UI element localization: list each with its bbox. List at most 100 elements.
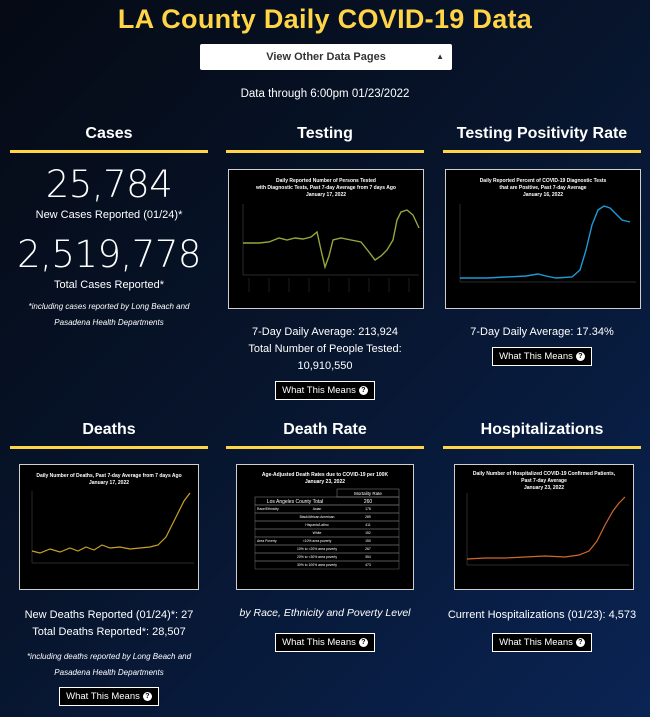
svg-text:354: 354 <box>365 555 371 559</box>
svg-text:Hispanic/Latino: Hispanic/Latino <box>305 523 328 527</box>
death-rate-title-1: Age-Adjusted Death Rates due to COVID-19… <box>262 472 389 478</box>
death-rate-divider <box>226 446 424 449</box>
table-row: 10% to <20% area poverty 267 <box>254 544 400 554</box>
data-pages-dropdown[interactable]: View Other Data Pages ▲ <box>200 44 452 70</box>
positivity-chart[interactable]: Daily Reported Percent of COVID-19 Diagn… <box>445 169 641 309</box>
deaths-divider <box>10 446 208 449</box>
testing-stats: 7-Day Daily Average: 213,924 Total Numbe… <box>226 324 424 400</box>
hosp-chart-title-3: January 23, 2022 <box>524 485 564 491</box>
question-icon: ? <box>575 351 585 361</box>
hosp-chart-title-2: Past 7-day Average <box>521 478 567 484</box>
button-label: What This Means <box>282 385 356 396</box>
total-cases-value: 2,519,778 <box>17 233 201 276</box>
button-label: What This Means <box>282 637 356 648</box>
death-rate-section: Death Rate <box>226 421 424 449</box>
hospitalizations-stats: Current Hospitalizations (01/23): 4,573 … <box>443 607 641 652</box>
cases-section: Cases 25,784 New Cases Reported (01/24)*… <box>10 125 208 331</box>
data-as-of: Data through 6:00pm 01/23/2022 <box>240 88 410 100</box>
total-deaths: Total Deaths Reported*: 28,507 <box>32 626 186 638</box>
svg-text:White: White <box>313 531 322 535</box>
question-icon: ? <box>358 637 368 647</box>
cases-heading: Cases <box>85 125 133 142</box>
updown-arrow-icon: ▲ <box>436 52 444 61</box>
table-row: Area Poverty <10% area poverty 150 <box>254 536 400 546</box>
question-icon: ? <box>358 385 368 395</box>
hospitalizations-chart[interactable]: Daily Number of Hospitalized COVID-19 Co… <box>454 464 634 590</box>
positivity-section: Testing Positivity Rate <box>443 125 641 153</box>
new-cases-value: 25,784 <box>45 163 173 206</box>
deaths-what-this-means-button[interactable]: What This Means? <box>59 687 159 706</box>
svg-text:152: 152 <box>365 531 371 535</box>
table-row: Race/Ethnicity Asian 178 <box>254 504 400 514</box>
svg-text:20% to <30% area poverty: 20% to <30% area poverty <box>297 555 337 559</box>
death-rate-title-2: January 23, 2022 <box>305 479 345 485</box>
testing-chart-title-3: January 17, 2022 <box>306 192 346 198</box>
testing-what-this-means-button[interactable]: What This Means? <box>275 381 375 400</box>
hosp-chart-title-1: Daily Number of Hospitalized COVID-19 Co… <box>473 471 616 477</box>
cases-divider <box>10 150 208 153</box>
svg-text:<10% area poverty: <10% area poverty <box>303 539 332 543</box>
deaths-chart-title-1: Daily Number of Deaths, Past 7-day Avera… <box>36 473 181 479</box>
testing-average: 7-Day Daily Average: 213,924 <box>252 326 398 338</box>
table-row: 30% to 100% area poverty 473 <box>254 560 400 570</box>
hospitalizations-section: Hospitalizations <box>443 421 641 449</box>
death-rate-what-this-means-button[interactable]: What This Means? <box>275 633 375 652</box>
svg-text:411: 411 <box>365 523 371 527</box>
question-icon: ? <box>575 637 585 647</box>
table-row: Hispanic/Latino 411 <box>254 520 400 530</box>
page-title: LA County Daily COVID-19 Data <box>117 4 533 34</box>
deaths-chart[interactable]: Daily Number of Deaths, Past 7-day Avera… <box>19 464 199 590</box>
death-rate-heading: Death Rate <box>283 421 367 438</box>
county-total-value: 260 <box>364 499 373 505</box>
table-row: White 152 <box>254 528 400 538</box>
positivity-divider <box>443 150 641 153</box>
svg-text:289: 289 <box>365 515 371 519</box>
dropdown-label: View Other Data Pages <box>266 51 386 63</box>
svg-text:30% to 100% area poverty: 30% to 100% area poverty <box>297 563 337 567</box>
hospitalizations-heading: Hospitalizations <box>480 421 604 438</box>
hospitalizations-divider <box>443 446 641 449</box>
svg-text:473: 473 <box>365 563 371 567</box>
positivity-average: 7-Day Daily Average: 17.34% <box>470 326 614 338</box>
deaths-footnote: *including deaths reported by Long Beach… <box>26 652 192 677</box>
positivity-heading: Testing Positivity Rate <box>456 125 628 142</box>
svg-text:178: 178 <box>365 507 371 511</box>
question-icon: ? <box>142 691 152 701</box>
mortality-rate-header: Mortality Rate <box>354 491 382 496</box>
testing-line <box>243 209 420 270</box>
deaths-heading: Deaths <box>82 421 136 438</box>
svg-text:Race/Ethnicity: Race/Ethnicity <box>257 507 279 511</box>
testing-total: Total Number of People Tested: 10,910,55… <box>248 343 402 372</box>
positivity-what-this-means-button[interactable]: What This Means? <box>492 347 592 366</box>
svg-text:Black/African American: Black/African American <box>300 515 335 519</box>
table-row: 20% to <30% area poverty 354 <box>254 552 400 562</box>
testing-chart-title-1: Daily Reported Number of Persons Tested <box>276 178 376 184</box>
new-cases-label: New Cases Reported (01/24)* <box>35 209 183 221</box>
positivity-chart-title-2: that are Positive, Past 7-day Average <box>499 185 586 191</box>
testing-section: Testing <box>226 125 424 153</box>
testing-heading: Testing <box>297 125 353 142</box>
positivity-chart-title-3: January 16, 2022 <box>523 192 563 198</box>
positivity-chart-title-1: Daily Reported Percent of COVID-19 Diagn… <box>480 178 607 184</box>
testing-divider <box>226 150 424 153</box>
death-rate-footer: by Race, Ethnicity and Poverty Level Wha… <box>226 607 424 652</box>
table-row: Black/African American 289 <box>254 512 400 522</box>
county-total-label: Los Angeles County Total <box>267 499 323 505</box>
hospitalizations-what-this-means-button[interactable]: What This Means? <box>492 633 592 652</box>
death-rate-caption: by Race, Ethnicity and Poverty Level <box>239 607 411 619</box>
positivity-stats: 7-Day Daily Average: 17.34% What This Me… <box>443 324 641 366</box>
deaths-section: Deaths <box>10 421 208 449</box>
total-cases-label: Total Cases Reported* <box>53 279 165 291</box>
hospitalizations-line <box>466 496 626 560</box>
svg-text:10% to <20% area poverty: 10% to <20% area poverty <box>297 547 337 551</box>
death-rate-table-image[interactable]: Age-Adjusted Death Rates due to COVID-19… <box>236 464 414 590</box>
svg-text:150: 150 <box>365 539 371 543</box>
button-label: What This Means <box>66 691 140 702</box>
svg-text:Asian: Asian <box>313 507 322 511</box>
button-label: What This Means <box>499 351 573 362</box>
positivity-line <box>460 205 631 279</box>
svg-text:267: 267 <box>365 547 371 551</box>
deaths-line <box>31 492 191 554</box>
testing-chart[interactable]: Daily Reported Number of Persons Tested … <box>228 169 424 309</box>
button-label: What This Means <box>499 637 573 648</box>
